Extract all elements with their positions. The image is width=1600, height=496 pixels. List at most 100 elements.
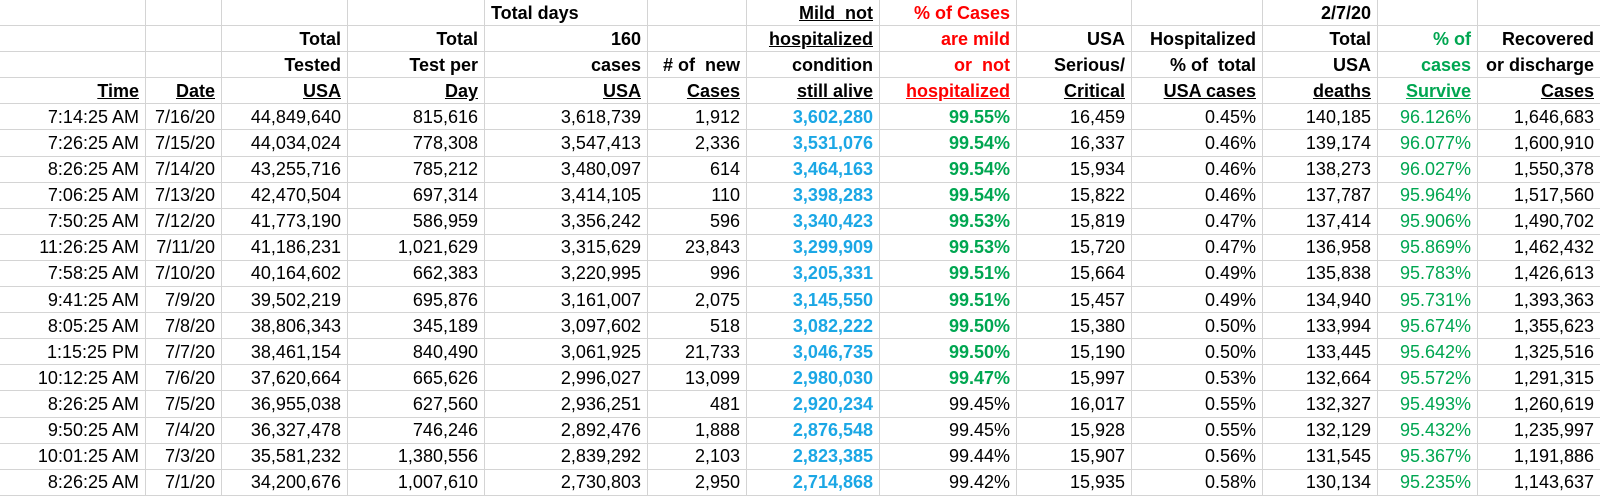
cell-survive_pct[interactable]: 95.783% [1378,260,1478,288]
cell-mild_pct[interactable]: 99.53% [880,234,1017,261]
cell-deaths[interactable]: 140,185 [1263,104,1378,131]
cell-survive_pct[interactable]: 96.126% [1378,104,1478,131]
cell-time[interactable]: 8:26:25 AM [0,156,146,183]
cell-test_per_day[interactable]: 815,616 [348,104,485,131]
column-header-test_per_day[interactable]: Day [348,78,485,105]
header-cell[interactable]: USA [1263,52,1378,79]
cell-mild_pct[interactable]: 99.55% [880,104,1017,131]
cell-new_cases[interactable]: 13,099 [648,365,747,392]
cell-recovered[interactable]: 1,550,378 [1478,157,1600,183]
cell-time[interactable]: 8:26:25 AM [0,391,146,418]
cell-time[interactable]: 7:50:25 AM [0,208,146,235]
cell-survive_pct[interactable]: 95.493% [1378,391,1478,418]
cell-mild_pct[interactable]: 99.45% [880,417,1017,444]
header-cell[interactable] [0,0,146,27]
cell-new_cases[interactable]: 518 [648,313,747,340]
cell-mild[interactable]: 2,876,548 [747,417,880,444]
header-cell[interactable] [1132,0,1263,27]
header-cell[interactable]: hospitalized [747,26,880,53]
cell-hosp_pct[interactable]: 0.49% [1132,287,1263,314]
header-cell[interactable] [146,26,222,53]
cell-recovered[interactable]: 1,490,702 [1478,209,1600,235]
cell-new_cases[interactable]: 614 [648,156,747,183]
cell-hosp_pct[interactable]: 0.47% [1132,234,1263,261]
cell-new_cases[interactable]: 2,075 [648,287,747,314]
cell-time[interactable]: 1:15:25 PM [0,339,146,366]
column-header-date[interactable]: Date [146,78,222,105]
cell-mild_pct[interactable]: 99.51% [880,287,1017,314]
cell-deaths[interactable]: 135,838 [1263,260,1378,288]
cell-serious[interactable]: 15,819 [1017,208,1132,235]
cell-survive_pct[interactable]: 95.432% [1378,417,1478,444]
cell-survive_pct[interactable]: 95.642% [1378,339,1478,366]
cell-deaths[interactable]: 133,445 [1263,339,1378,366]
cell-hosp_pct[interactable]: 0.55% [1132,417,1263,444]
cell-date[interactable]: 7/16/20 [146,104,222,131]
cell-date[interactable]: 7/14/20 [146,156,222,183]
header-cell[interactable]: condition [747,52,880,79]
cell-time[interactable]: 8:26:25 AM [0,469,146,496]
cell-date[interactable]: 7/5/20 [146,391,222,418]
header-cell[interactable]: Serious/ [1017,52,1132,79]
cell-mild[interactable]: 3,464,163 [747,156,880,183]
cell-deaths[interactable]: 133,994 [1263,313,1378,340]
cell-test_per_day[interactable]: 345,189 [348,313,485,340]
cell-deaths[interactable]: 134,940 [1263,287,1378,314]
cell-hosp_pct[interactable]: 0.45% [1132,104,1263,131]
cell-serious[interactable]: 15,928 [1017,417,1132,444]
header-cell[interactable]: Total days [485,0,648,27]
header-cell[interactable]: or not [880,52,1017,79]
cell-test_per_day[interactable]: 586,959 [348,208,485,235]
cell-tested[interactable]: 41,773,190 [222,208,348,235]
cell-test_per_day[interactable]: 840,490 [348,339,485,366]
cell-mild_pct[interactable]: 99.50% [880,313,1017,340]
cell-recovered[interactable]: 1,325,516 [1478,339,1600,366]
cell-serious[interactable]: 15,664 [1017,260,1132,288]
cell-tested[interactable]: 44,034,024 [222,130,348,157]
cell-mild_pct[interactable]: 99.45% [880,391,1017,418]
cell-survive_pct[interactable]: 95.731% [1378,287,1478,314]
cell-survive_pct[interactable]: 96.027% [1378,156,1478,183]
cell-serious[interactable]: 15,720 [1017,234,1132,261]
header-cell[interactable]: Total [1263,26,1378,53]
header-cell[interactable]: % of Cases [880,0,1017,27]
column-header-mild_pct[interactable]: hospitalized [880,78,1017,105]
cell-time[interactable]: 7:58:25 AM [0,260,146,288]
cell-deaths[interactable]: 130,134 [1263,469,1378,496]
cell-total_cases[interactable]: 3,480,097 [485,156,648,183]
cell-hosp_pct[interactable]: 0.53% [1132,365,1263,392]
cell-serious[interactable]: 16,337 [1017,130,1132,157]
cell-deaths[interactable]: 132,129 [1263,417,1378,444]
header-cell[interactable]: Tested [222,52,348,79]
cell-total_cases[interactable]: 2,936,251 [485,391,648,418]
cell-time[interactable]: 10:01:25 AM [0,443,146,470]
cell-mild[interactable]: 3,082,222 [747,313,880,340]
cell-new_cases[interactable]: 996 [648,260,747,288]
cell-tested[interactable]: 35,581,232 [222,443,348,470]
cell-mild_pct[interactable]: 99.47% [880,365,1017,392]
cell-date[interactable]: 7/3/20 [146,443,222,470]
cell-test_per_day[interactable]: 1,007,610 [348,469,485,496]
cell-recovered[interactable]: 1,235,997 [1478,418,1600,444]
cell-survive_pct[interactable]: 95.367% [1378,443,1478,470]
cell-new_cases[interactable]: 21,733 [648,339,747,366]
cell-serious[interactable]: 15,380 [1017,313,1132,340]
cell-date[interactable]: 7/1/20 [146,469,222,496]
cell-mild[interactable]: 3,531,076 [747,130,880,157]
cell-hosp_pct[interactable]: 0.56% [1132,443,1263,470]
cell-serious[interactable]: 15,822 [1017,182,1132,209]
cell-date[interactable]: 7/15/20 [146,130,222,157]
header-cell[interactable]: are mild [880,26,1017,53]
cell-serious[interactable]: 16,017 [1017,391,1132,418]
cell-test_per_day[interactable]: 1,380,556 [348,443,485,470]
header-cell[interactable] [1017,0,1132,27]
cell-time[interactable]: 7:26:25 AM [0,130,146,157]
cell-test_per_day[interactable]: 627,560 [348,391,485,418]
cell-date[interactable]: 7/13/20 [146,182,222,209]
cell-total_cases[interactable]: 2,730,803 [485,469,648,496]
cell-deaths[interactable]: 131,545 [1263,443,1378,470]
header-cell[interactable] [348,0,485,27]
cell-total_cases[interactable]: 3,547,413 [485,130,648,157]
header-cell[interactable]: Recovered [1478,26,1600,53]
cell-serious[interactable]: 15,934 [1017,156,1132,183]
